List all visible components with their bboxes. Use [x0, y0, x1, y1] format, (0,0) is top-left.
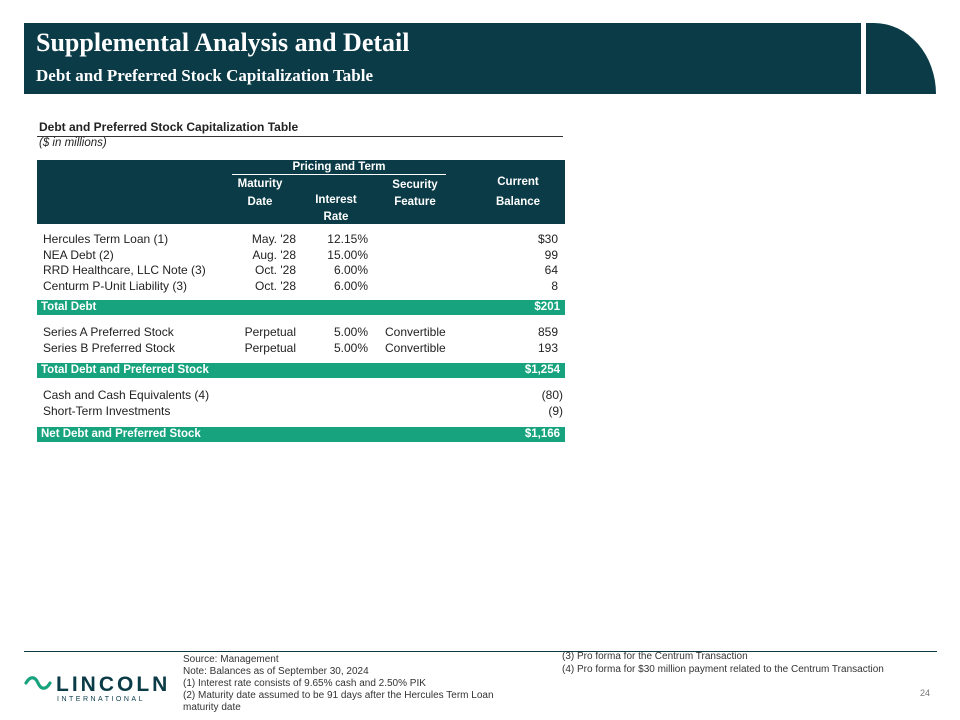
- col-header-rate-line2: Rate: [323, 211, 349, 223]
- row-maturity: May. '28: [251, 232, 296, 246]
- col-header-balance-line2: Balance: [495, 196, 541, 208]
- col-header-feature-line1: Security: [392, 179, 438, 191]
- total-debt-preferred-bar: [37, 363, 565, 378]
- total-debt-value: $201: [534, 301, 560, 313]
- row-maturity: Oct. '28: [255, 279, 296, 293]
- row-balance: 64: [544, 263, 558, 277]
- net-total-value: $1,166: [524, 428, 560, 440]
- footnote: Source: Management: [183, 654, 279, 665]
- col-header-maturity-line1: Maturity: [237, 178, 283, 190]
- row-feature: Convertible: [385, 325, 446, 339]
- row-rate: 5.00%: [333, 341, 368, 355]
- row-label: Cash and Cash Equivalents (4): [43, 388, 210, 402]
- row-rate: 5.00%: [333, 325, 368, 339]
- row-maturity: Perpetual: [244, 341, 296, 355]
- page-title: Supplemental Analysis and Detail: [36, 28, 410, 57]
- table-title: Debt and Preferred Stock Capitalization …: [39, 120, 299, 134]
- footnote: (2) Maturity date assumed to be 91 days …: [183, 690, 494, 701]
- logo-wordmark: LINCOLN: [56, 673, 171, 696]
- row-label: Series B Preferred Stock: [43, 341, 176, 355]
- row-balance: 8: [551, 279, 558, 293]
- table-units: ($ in millions): [39, 137, 107, 149]
- row-rate: 6.00%: [333, 279, 368, 293]
- row-label: Short-Term Investments: [43, 404, 171, 418]
- col-header-rate-line1: Interest: [315, 194, 357, 206]
- page-number: 24: [920, 688, 931, 698]
- row-balance: (80): [541, 388, 563, 402]
- row-label: Centurm P-Unit Liability (3): [43, 279, 188, 293]
- row-rate: 15.00%: [327, 248, 368, 262]
- row-feature: Convertible: [385, 341, 446, 355]
- row-label: Series A Preferred Stock: [43, 325, 174, 339]
- row-label: RRD Healthcare, LLC Note (3): [43, 263, 206, 277]
- total-debt-preferred-label: Total Debt and Preferred Stock: [41, 364, 209, 376]
- column-group-header: Pricing and Term: [292, 161, 386, 173]
- row-balance: 859: [537, 325, 558, 339]
- row-balance: 99: [544, 248, 558, 262]
- footnote: (3) Pro forma for the Centrum Transactio…: [562, 651, 748, 662]
- row-label: Hercules Term Loan (1): [43, 232, 169, 246]
- footnote: (4) Pro forma for $30 million payment re…: [562, 664, 884, 675]
- row-balance: (9): [548, 404, 563, 418]
- total-debt-bar: [37, 300, 565, 315]
- header-bar: [24, 23, 861, 94]
- col-header-feature-line2: Feature: [394, 196, 436, 208]
- footnote: (1) Interest rate consists of 9.65% cash…: [183, 678, 426, 689]
- table-title-rule: [37, 136, 563, 137]
- total-debt-label: Total Debt: [41, 301, 97, 313]
- column-group-rule: [232, 174, 446, 175]
- row-rate: 6.00%: [333, 263, 368, 277]
- lincoln-logo-icon: [24, 676, 52, 690]
- net-total-label: Net Debt and Preferred Stock: [41, 428, 201, 440]
- footer-rule: [24, 651, 937, 652]
- footnote: Note: Balances as of September 30, 2024: [183, 666, 369, 677]
- table-header: [37, 160, 565, 224]
- row-rate: 12.15%: [327, 232, 368, 246]
- row-maturity: Oct. '28: [255, 263, 296, 277]
- footnote: maturity date: [183, 702, 241, 713]
- net-total-bar: [37, 427, 565, 442]
- row-maturity: Perpetual: [244, 325, 296, 339]
- row-maturity: Aug. '28: [252, 248, 296, 262]
- corner-decoration: [866, 23, 936, 94]
- row-balance: 193: [537, 341, 558, 355]
- row-label: NEA Debt (2): [43, 248, 114, 262]
- total-debt-preferred-value: $1,254: [524, 364, 560, 376]
- logo-subtext: INTERNATIONAL: [57, 696, 145, 703]
- col-header-balance-line1: Current: [497, 176, 539, 188]
- page-subtitle: Debt and Preferred Stock Capitalization …: [36, 66, 374, 85]
- col-header-maturity-line2: Date: [247, 196, 273, 208]
- row-balance: $30: [537, 232, 558, 246]
